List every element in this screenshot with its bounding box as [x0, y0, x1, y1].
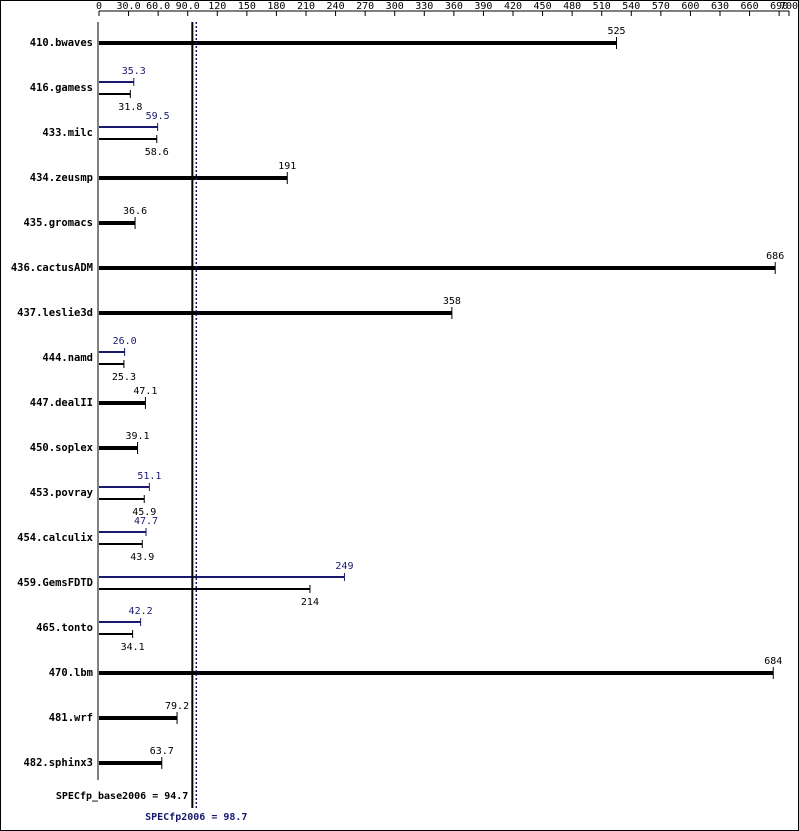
value-label: 47.1: [133, 386, 157, 397]
x-tick-label: 330: [415, 1, 433, 12]
x-tick-label: 180: [267, 1, 285, 12]
category-label: 447.dealII: [30, 397, 93, 409]
value-label: 63.7: [150, 746, 174, 757]
x-tick-label: 150: [238, 1, 256, 12]
x-tick-label: 90.0: [176, 1, 200, 12]
x-tick-label: 0: [96, 1, 102, 12]
x-tick-label: 570: [652, 1, 670, 12]
value-label: 25.3: [112, 372, 136, 383]
x-tick-label: 360: [445, 1, 463, 12]
x-tick-label: 630: [711, 1, 729, 12]
x-tick-label: 700: [780, 1, 798, 12]
x-tick-label: 690: [770, 1, 788, 12]
reference-label-value: 98.7: [223, 812, 247, 823]
x-tick-label: 300: [386, 1, 404, 12]
x-tick-label: 420: [504, 1, 522, 12]
value-label: 525: [607, 26, 625, 37]
value-label: 58.6: [145, 147, 169, 158]
value-label: 684: [764, 656, 782, 667]
category-label: 450.soplex: [30, 442, 94, 454]
value-label: 35.3: [122, 66, 146, 77]
category-label: 416.gamess: [30, 82, 93, 94]
value-label: 39.1: [125, 431, 149, 442]
x-tick-label: 540: [622, 1, 640, 12]
x-tick-label: 390: [474, 1, 492, 12]
value-label: 26.0: [113, 336, 137, 347]
value-label: 31.8: [118, 102, 142, 113]
category-label: 433.milc: [42, 127, 93, 139]
value-label: 191: [278, 161, 296, 172]
category-label: 434.zeusmp: [30, 172, 93, 184]
category-label: 482.sphinx3: [23, 757, 93, 769]
category-label: 470.lbm: [49, 667, 93, 679]
category-label: 436.cactusADM: [11, 262, 93, 274]
x-tick-label: 510: [593, 1, 611, 12]
value-label: 51.1: [137, 471, 161, 482]
value-label: 43.9: [130, 552, 154, 563]
category-label: 435.gromacs: [23, 217, 93, 229]
x-tick-label: 30.0: [117, 1, 141, 12]
reference-label-value: 94.7: [164, 791, 188, 802]
reference-label-text: SPECfp2006 =: [145, 812, 217, 823]
x-tick-label: 480: [563, 1, 581, 12]
x-tick-label: 240: [327, 1, 345, 12]
category-label: 481.wrf: [49, 712, 93, 724]
value-label: 45.9: [132, 507, 156, 518]
value-label: 214: [301, 597, 319, 608]
x-tick-label: 120: [208, 1, 226, 12]
value-label: 249: [335, 561, 353, 572]
value-label: 47.7: [134, 516, 158, 527]
value-label: 36.6: [123, 206, 147, 217]
reference-label-text: SPECfp_base2006 =: [56, 791, 158, 802]
value-label: 59.5: [146, 111, 170, 122]
category-label: 465.tonto: [36, 622, 93, 634]
value-label: 358: [443, 296, 461, 307]
reference-label: SPECfp2006 = 98.7: [145, 812, 247, 823]
value-label: 42.2: [129, 606, 153, 617]
x-tick-label: 600: [681, 1, 699, 12]
x-tick-label: 60.0: [146, 1, 170, 12]
category-label: 453.povray: [30, 487, 94, 499]
x-tick-label: 270: [356, 1, 374, 12]
x-tick-label: 210: [297, 1, 315, 12]
x-tick-label: 450: [534, 1, 552, 12]
category-label: 459.GemsFDTD: [17, 577, 93, 589]
value-label: 79.2: [165, 701, 189, 712]
category-label: 410.bwaves: [30, 37, 93, 49]
x-tick-label: 660: [741, 1, 759, 12]
reference-label: SPECfp_base2006 = 94.7: [56, 791, 188, 802]
value-label: 34.1: [121, 642, 145, 653]
category-label: 444.namd: [42, 352, 93, 364]
category-label: 454.calculix: [17, 532, 94, 544]
value-label: 686: [766, 251, 784, 262]
category-label: 437.leslie3d: [17, 307, 93, 319]
